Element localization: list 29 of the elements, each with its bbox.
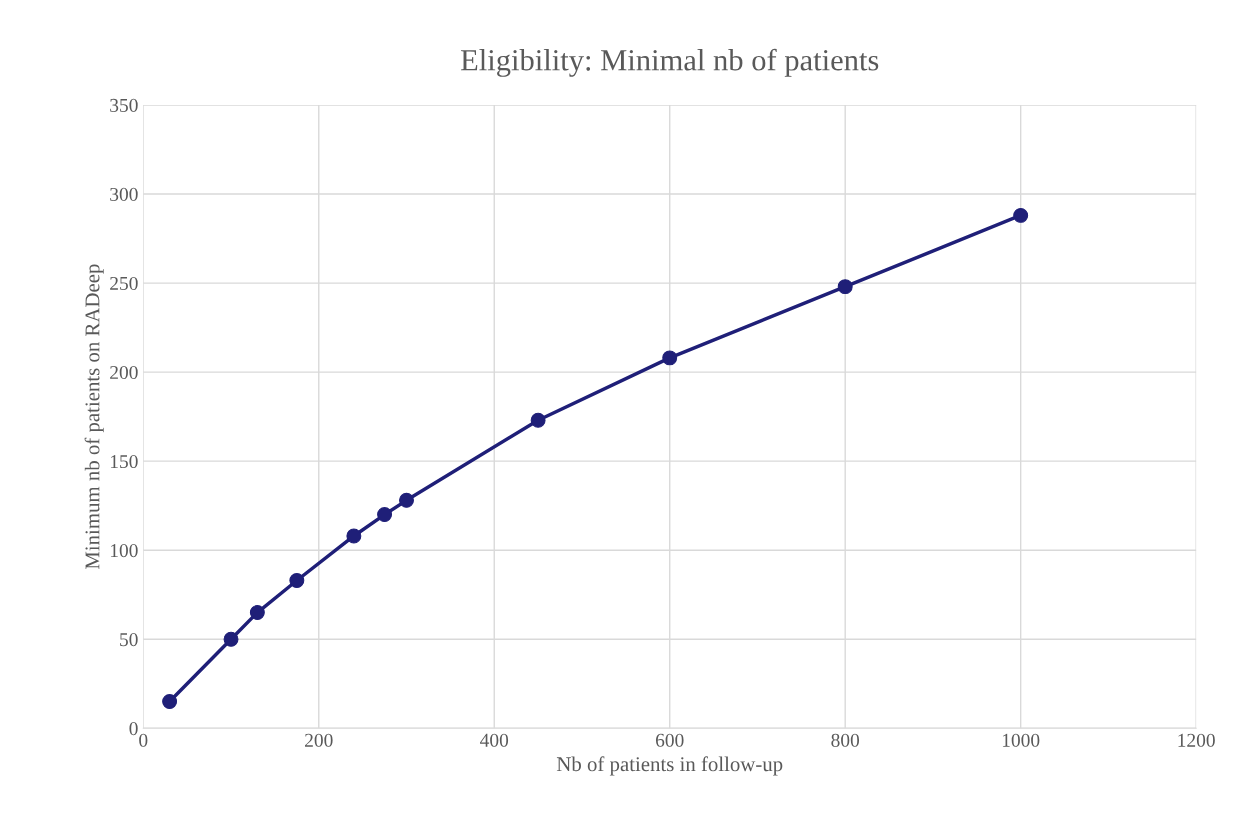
y-tick-label: 0 (129, 722, 138, 736)
point (399, 492, 414, 508)
y-tick-label: 100 (110, 544, 138, 558)
point (377, 507, 393, 523)
x-tick-label: 200 (305, 733, 333, 747)
point (223, 631, 239, 647)
point (346, 528, 362, 544)
point (162, 694, 178, 710)
point (662, 350, 678, 366)
chart-title: Eligibility: Minimal nb of patients (460, 48, 879, 77)
y-tick-label: 250 (110, 276, 138, 291)
point (249, 605, 265, 620)
y-tick-label: 300 (110, 187, 138, 201)
x-tick-label: 600 (655, 733, 684, 747)
x-tick-label: 800 (831, 733, 860, 747)
y-axis-title: Minimum nb of patients on RADeep (84, 264, 104, 570)
x-tick-label: 1000 (1002, 733, 1040, 747)
point (1013, 207, 1029, 223)
x-tick-label: 400 (480, 733, 509, 747)
x-tick-label: 0 (139, 733, 148, 747)
x-tick-label: 1200 (1178, 733, 1215, 747)
point (289, 573, 305, 588)
y-tick-label: 50 (120, 633, 138, 647)
y-tick-label: 350 (110, 98, 138, 112)
point (530, 412, 546, 428)
y-tick-label: 200 (110, 365, 138, 380)
x-axis-title: Nb of patients in follow-up (556, 756, 783, 776)
y-tick-label: 150 (110, 454, 138, 469)
point (837, 279, 853, 295)
